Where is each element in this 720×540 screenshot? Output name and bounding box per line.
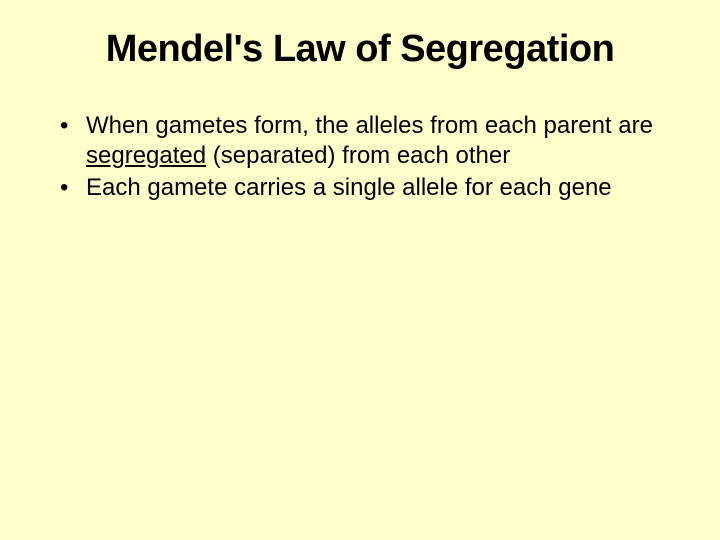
slide-container: Mendel's Law of Segregation When gametes… (0, 0, 720, 540)
list-item: When gametes form, the alleles from each… (58, 111, 680, 171)
bullet-text-pre: When gametes form, the alleles from each… (86, 112, 653, 139)
bullet-text-underlined: segregated (86, 142, 206, 169)
slide-title: Mendel's Law of Segregation (40, 28, 680, 71)
bullet-text-post: (separated) from each other (206, 142, 510, 169)
list-item: Each gamete carries a single allele for … (58, 173, 680, 203)
bullet-text-pre: Each gamete carries a single allele for … (86, 174, 612, 201)
bullet-list: When gametes form, the alleles from each… (40, 111, 680, 203)
